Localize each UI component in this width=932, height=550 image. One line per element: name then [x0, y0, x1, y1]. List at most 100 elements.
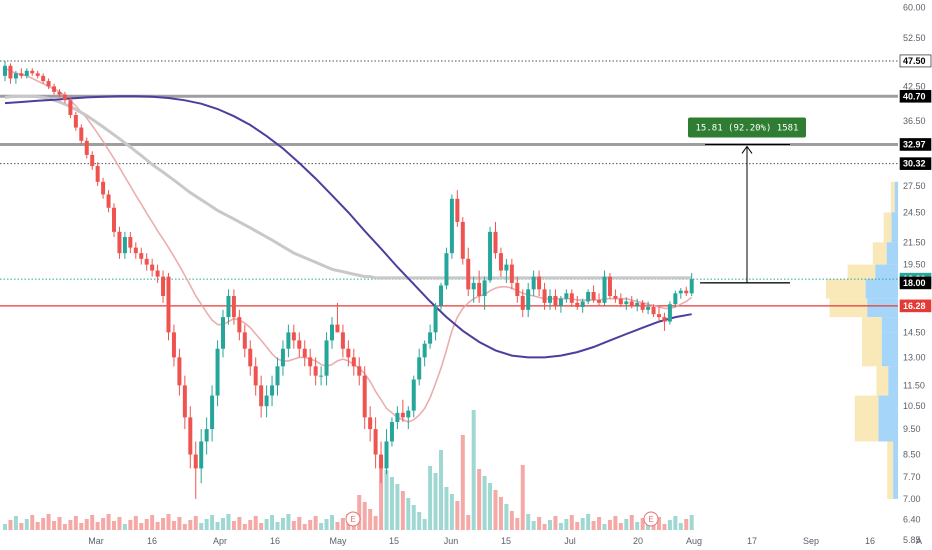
y-level-label: 30.32 — [903, 159, 926, 169]
volume-bar — [624, 519, 629, 530]
volume-profile-row-up — [872, 242, 887, 265]
candle-body — [101, 181, 106, 195]
volume-profile-row-up — [829, 298, 868, 318]
candle-body — [62, 94, 67, 101]
earnings-marker-icon[interactable] — [345, 511, 361, 527]
candle-body — [319, 375, 324, 377]
volume-profile-row-down — [881, 317, 898, 333]
x-tick-label: Aug — [686, 536, 702, 546]
candle-body — [531, 276, 536, 290]
candle-body — [613, 295, 618, 299]
volume-profile-row-up — [862, 332, 882, 367]
candle-body — [335, 324, 340, 333]
candle-body — [646, 307, 651, 310]
volume-bar — [161, 518, 166, 530]
y-level-label: 47.50 — [903, 56, 926, 66]
candle-body — [188, 417, 193, 455]
x-tick-label: Mar — [88, 536, 104, 546]
volume-profile-row-up — [876, 366, 889, 396]
candle-body — [607, 276, 612, 296]
volume-profile-row-down — [878, 395, 898, 442]
candle-body — [308, 357, 313, 367]
volume-bar — [389, 477, 394, 530]
y-tick-label: 36.50 — [903, 116, 926, 126]
y-tick-label: 6.40 — [903, 514, 921, 524]
volume-bar — [297, 517, 302, 530]
candle-body — [139, 253, 144, 259]
x-tick-label: 15 — [389, 536, 399, 546]
y-tick-label: 21.50 — [903, 237, 926, 247]
candle-body — [482, 280, 487, 296]
candle-body — [275, 366, 280, 386]
volume-bar — [79, 523, 84, 530]
volume-bar — [221, 518, 225, 530]
candle-body — [640, 302, 645, 310]
candle-body — [591, 291, 596, 301]
volume-profile-row-down — [894, 181, 898, 213]
candle-body — [199, 441, 204, 469]
volume-bar — [210, 515, 215, 530]
y-tick-label: 7.00 — [903, 494, 921, 504]
candle-body — [678, 290, 683, 294]
y-tick-label: 10.50 — [903, 401, 926, 411]
volume-bar — [542, 524, 547, 530]
earnings-marker-icon[interactable] — [643, 511, 659, 527]
volume-bar — [673, 516, 678, 530]
candle-body — [253, 366, 258, 386]
volume-bar — [504, 504, 509, 530]
volume-bar — [253, 516, 258, 530]
volume-bar — [667, 520, 672, 530]
candle-body — [330, 324, 334, 341]
candle-body — [19, 73, 24, 76]
candle-body — [558, 298, 563, 306]
volume-bar — [515, 518, 520, 530]
candle-body — [362, 375, 367, 418]
volume-bar — [460, 435, 465, 530]
candle-body — [150, 264, 155, 271]
candle-body — [90, 154, 95, 167]
volume-bar — [270, 515, 275, 530]
volume-bar — [62, 524, 67, 530]
candle-body — [564, 293, 569, 299]
volume-bar — [395, 484, 400, 530]
volume-bar — [373, 516, 378, 530]
volume-bar — [166, 514, 171, 530]
volume-bar — [662, 524, 667, 530]
volume-bar — [449, 494, 454, 530]
y-tick-label: 11.50 — [903, 380, 925, 390]
candle-body — [351, 357, 356, 367]
candle-body — [171, 332, 176, 358]
y-level-badge — [899, 157, 932, 170]
earnings-marker-label: E — [648, 515, 653, 524]
candle-body — [57, 91, 62, 95]
volume-profile-row-up — [826, 279, 866, 299]
candles — [3, 60, 694, 499]
volume-bar — [635, 522, 640, 530]
candle-body — [8, 65, 13, 79]
candle-body — [128, 237, 133, 248]
volume-bar — [215, 522, 220, 530]
volume-bar — [602, 524, 607, 530]
volume-bar — [580, 518, 585, 530]
candle-body — [493, 231, 498, 254]
volume-bar — [537, 517, 542, 530]
volume-bar — [248, 520, 253, 530]
volume-bar — [122, 524, 127, 530]
earnings-marker-label: E — [350, 515, 355, 524]
x-axis: Mar 16 Apr 16 May 15 Jun 15 Jul 20 Aug 17 Sep 16 — [88, 536, 875, 546]
volume-bar — [553, 516, 558, 530]
volume-bar — [128, 520, 133, 530]
volume-bar — [150, 515, 155, 530]
y-level-badge — [899, 89, 932, 103]
measure-tool[interactable]: 15.81 (92.20%) 1581 — [688, 117, 806, 284]
volume-bar — [112, 521, 116, 530]
volume-profile-row-up — [890, 181, 895, 213]
candle-body — [384, 441, 389, 469]
auto-scale-button[interactable]: A — [916, 536, 922, 546]
candle-body — [204, 429, 209, 442]
x-tick-label: Apr — [213, 536, 227, 546]
y-tick-label: 13.00 — [903, 352, 926, 362]
